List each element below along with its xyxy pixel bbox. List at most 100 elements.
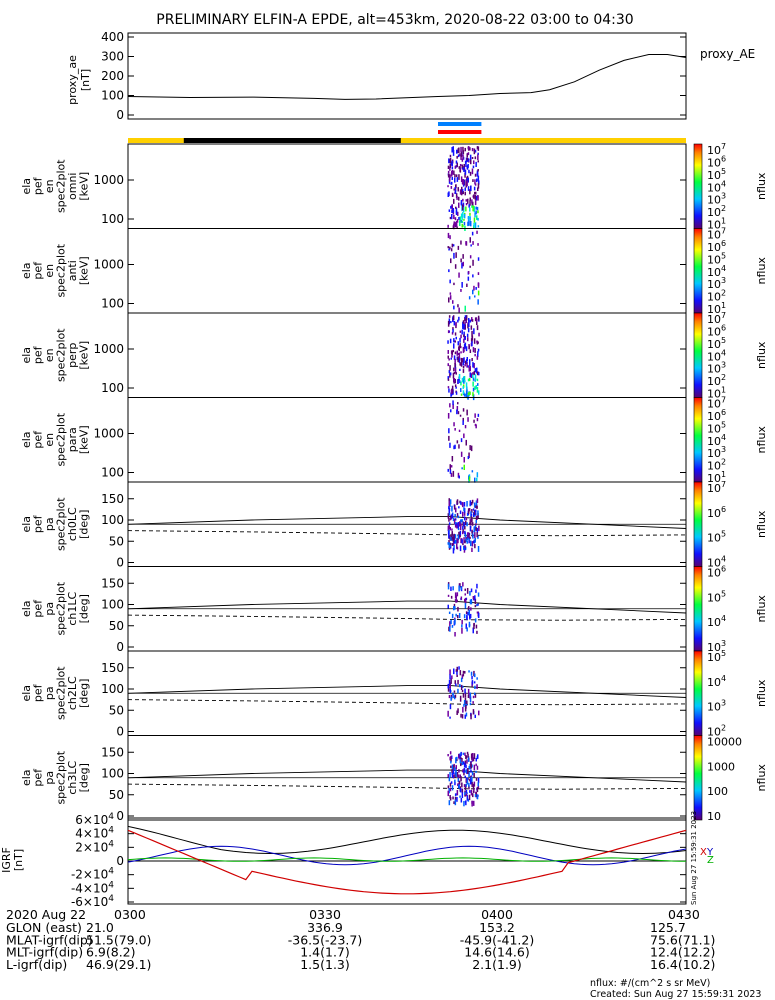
spectrogram-pixel: [466, 386, 468, 390]
spectrogram-pixel: [472, 289, 474, 295]
colorbar-unit: nflux: [755, 257, 768, 285]
spectrogram-pixel: [469, 599, 472, 605]
spectrogram-pixel: [467, 365, 469, 368]
spectrogram-pixel: [450, 205, 452, 209]
spectrogram-pixel: [467, 146, 470, 150]
spectrogram-pixel: [474, 477, 476, 483]
spectrogram-pixel: [457, 341, 459, 346]
spectrogram-pixel: [450, 781, 453, 784]
spectrogram-pixel: [478, 710, 480, 716]
spectrogram-pixel: [463, 164, 465, 170]
spectrogram-pixel: [457, 356, 459, 363]
spectrogram-pixel: [464, 336, 466, 340]
spectrogram-pixel: [451, 625, 454, 628]
spectrogram-pixel: [466, 522, 468, 527]
spectrogram-pixel: [473, 160, 475, 165]
spectrogram-pixel: [456, 758, 458, 762]
pa-ytick: 0: [116, 640, 124, 654]
spectrogram-pixel: [463, 784, 466, 788]
spectrogram-pixel: [476, 787, 479, 792]
spectrogram-pixel: [476, 146, 479, 150]
spectrogram-pixel: [476, 677, 478, 680]
spectrogram-pixel: [472, 179, 474, 182]
spectrogram-pixel: [467, 508, 470, 514]
spectrogram-pixel: [463, 537, 465, 544]
igrf-ylabel-2: [nT]: [12, 849, 25, 871]
spectrogram-pixel: [458, 216, 460, 220]
spectrogram-pixel: [456, 546, 459, 550]
spectrogram-pixel: [466, 357, 468, 361]
spectrogram-pixel: [454, 796, 457, 801]
spectrogram-pixel: [470, 775, 472, 778]
spectrogram-pixel: [461, 186, 463, 193]
panel-ylabel-line: para: [66, 427, 79, 452]
spectrogram-pixel: [467, 328, 470, 333]
spectrogram-pixel: [462, 673, 465, 677]
spectrogram-pixel: [472, 374, 474, 379]
spectrogram-pixel: [465, 538, 467, 542]
colorbar-tick: 101: [707, 386, 726, 401]
spectrogram-pixel: [447, 355, 449, 359]
spectrogram-pixel: [458, 174, 460, 180]
footer-row-value: 16.4(10.2): [650, 957, 715, 972]
footer-row-value: 125.7: [650, 920, 686, 935]
spectrogram-pixel: [448, 777, 451, 782]
spectrogram-pixel: [450, 696, 452, 701]
spectrogram-pixel: [463, 218, 465, 221]
spectrogram-pixel: [462, 261, 464, 267]
spectrogram-pixel: [455, 669, 458, 672]
spectrogram-pixel: [448, 542, 451, 549]
spectrogram-pixel: [454, 378, 456, 384]
energy-ytick: 100: [101, 297, 124, 311]
spectrogram-pixel: [466, 751, 469, 755]
spectrogram-pixel: [462, 420, 464, 425]
igrf-ytick: 0: [116, 854, 124, 868]
colorbar-tick: 105: [707, 589, 726, 604]
spectrogram-pixel: [447, 686, 450, 692]
spectrogram-pixel: [468, 476, 471, 481]
spectrogram-pixel: [455, 210, 458, 215]
panel-ylabel-line: spec2plot: [55, 159, 68, 213]
spectrogram-panels: 1000100elapefenspec2plotomni[keV]1071061…: [20, 142, 768, 823]
spectrogram-pixel: [477, 413, 480, 417]
energy-ytick: 1000: [93, 258, 124, 272]
spectrogram-pixel: [460, 334, 462, 339]
spectrogram-pixel: [475, 385, 477, 390]
spectrogram-pixel: [472, 372, 474, 376]
spectrogram-pixel: [462, 526, 464, 530]
spectrogram-pixel: [456, 219, 459, 223]
colorbar-tick: 107: [707, 311, 726, 326]
footer-row-label: GLON (east): [6, 920, 82, 935]
spectrogram-pixel: [460, 240, 462, 245]
spectrogram-pixel: [452, 517, 455, 522]
spectrogram-pixel: [447, 754, 449, 757]
spectrogram-pixel: [476, 378, 479, 382]
spectrogram-pixel: [447, 542, 449, 545]
spectrogram-pixel: [454, 523, 457, 528]
panel-ylabel-line: [deg]: [78, 679, 91, 708]
spectrogram-pixel: [463, 457, 465, 463]
spectrogram-pixel: [465, 769, 467, 773]
spectrogram-pixel: [475, 287, 477, 290]
spectrogram-pixel: [449, 787, 452, 792]
spectrogram-pixel: [447, 710, 449, 717]
pa-ytick: 0: [116, 556, 124, 570]
spectrogram-pixel: [476, 477, 478, 482]
spectrogram-pixel: [447, 170, 450, 174]
spectrogram-pixel: [471, 319, 474, 322]
spectrogram-pixel: [461, 377, 464, 383]
footer-row-value: 1.4(1.7): [300, 945, 350, 960]
panel-ylabel-line: spec2plot: [55, 750, 68, 804]
spectrogram-pixel: [470, 445, 473, 452]
spectrogram-pixel: [448, 501, 450, 507]
panel-ylabel-line: [keV]: [78, 256, 91, 285]
spectrogram-pixel: [466, 180, 468, 187]
spectrogram-pixel: [458, 475, 460, 479]
spectrogram-pixel: [468, 452, 470, 458]
spectrogram-pixel: [449, 669, 451, 675]
spectrogram-pixel: [471, 199, 473, 204]
spectrogram-pixel: [464, 697, 467, 704]
spectrogram-pixel: [469, 319, 472, 323]
spectrogram-pixel: [468, 474, 471, 479]
